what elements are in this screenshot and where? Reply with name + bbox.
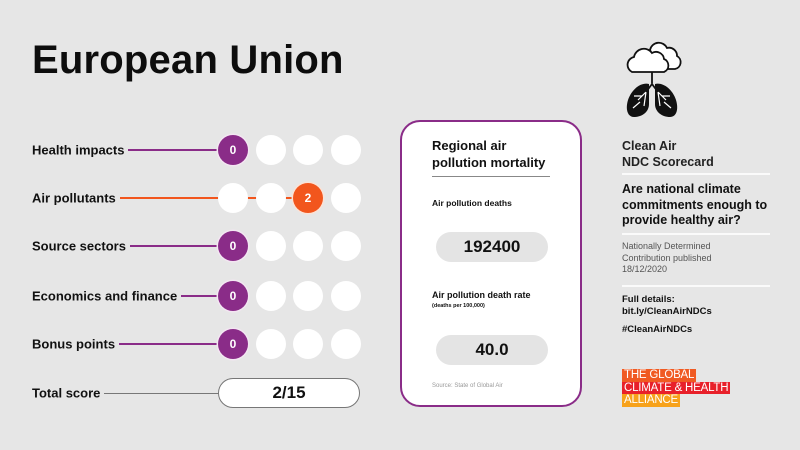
cloud-lungs-icon [620, 38, 684, 118]
gcha-logo: THE GLOBAL CLIMATE & HEALTH ALLIANCE [622, 369, 731, 407]
divider [622, 173, 770, 175]
total-score-value: 2/15 [218, 378, 360, 408]
heading-divider [432, 176, 550, 177]
score-dot-empty [331, 231, 361, 261]
row-label: Air pollutants [32, 190, 120, 206]
deaths-label: Air pollution deaths [432, 198, 512, 208]
ndc-date: 18/12/2020 [622, 264, 668, 274]
score-dot-empty [256, 329, 286, 359]
score-dot-empty [293, 329, 323, 359]
divider [622, 285, 770, 287]
death-rate-note: (deaths per 100,000) [432, 303, 485, 309]
score-dot-filled: 2 [293, 183, 323, 213]
deaths-value: 192400 [436, 232, 548, 262]
score-dot-empty [331, 329, 361, 359]
score-dot-empty [256, 183, 286, 213]
score-row-air-pollutants: Air pollutants 2 [32, 182, 372, 214]
card-heading: Regional air pollution mortality [432, 138, 546, 170]
score-row-economics-finance: Economics and finance 0 [32, 280, 372, 312]
score-dot-filled: 0 [218, 231, 248, 261]
score-row-health-impacts: Health impacts 0 [32, 134, 372, 166]
score-dot-empty [331, 135, 361, 165]
source-note: Source: State of Global Air [432, 383, 503, 389]
logo-line3: ALLIANCE [622, 394, 681, 407]
score-dot-filled: 0 [218, 329, 248, 359]
score-dot-empty [218, 183, 248, 213]
mortality-card: Regional air pollution mortality Air pol… [400, 120, 582, 407]
score-dot-empty [256, 281, 286, 311]
score-dot-empty [293, 231, 323, 261]
score-dot-empty [293, 135, 323, 165]
score-dot-empty [256, 231, 286, 261]
score-dot-empty [293, 281, 323, 311]
logo-line1: THE GLOBAL [622, 369, 697, 382]
ndc-line2: Contribution published [622, 252, 712, 263]
scorecard-title-line1: Clean Air [622, 139, 677, 153]
details-label: Full details: [622, 294, 675, 305]
row-label: Economics and finance [32, 288, 182, 304]
total-score-row: Total score 2/15 [32, 378, 362, 408]
hashtag: #CleanAirNDCs [622, 324, 693, 335]
full-details: Full details: bit.ly/CleanAirNDCs [622, 294, 712, 318]
row-label: Health impacts [32, 142, 129, 158]
score-dot-filled: 0 [218, 281, 248, 311]
ndc-line1: Nationally Determined [622, 241, 711, 251]
scorecard-question: Are national climate commitments enough … [622, 182, 768, 227]
row-label: Source sectors [32, 238, 130, 254]
logo-line2: CLIMATE & HEALTH [622, 381, 731, 394]
ndc-published-info: Nationally Determined Contribution publi… [622, 241, 712, 276]
scorecard-title-line2: NDC Scorecard [622, 155, 714, 169]
score-dot-filled: 0 [218, 135, 248, 165]
score-row-source-sectors: Source sectors 0 [32, 230, 372, 262]
score-row-bonus-points: Bonus points 0 [32, 328, 372, 360]
score-dot-empty [331, 281, 361, 311]
page-title: European Union [32, 38, 344, 82]
scorecard-title: Clean Air NDC Scorecard [622, 138, 714, 170]
death-rate-value: 40.0 [436, 335, 548, 365]
death-rate-label: Air pollution death rate [432, 290, 531, 300]
connector-line [32, 343, 222, 345]
details-link[interactable]: bit.ly/CleanAirNDCs [622, 306, 712, 317]
score-dot-empty [331, 183, 361, 213]
divider [622, 233, 770, 235]
connector-line [32, 393, 222, 394]
row-label: Bonus points [32, 336, 120, 352]
score-dot-empty [256, 135, 286, 165]
total-score-label: Total score [32, 385, 105, 401]
connector-line [32, 197, 297, 199]
